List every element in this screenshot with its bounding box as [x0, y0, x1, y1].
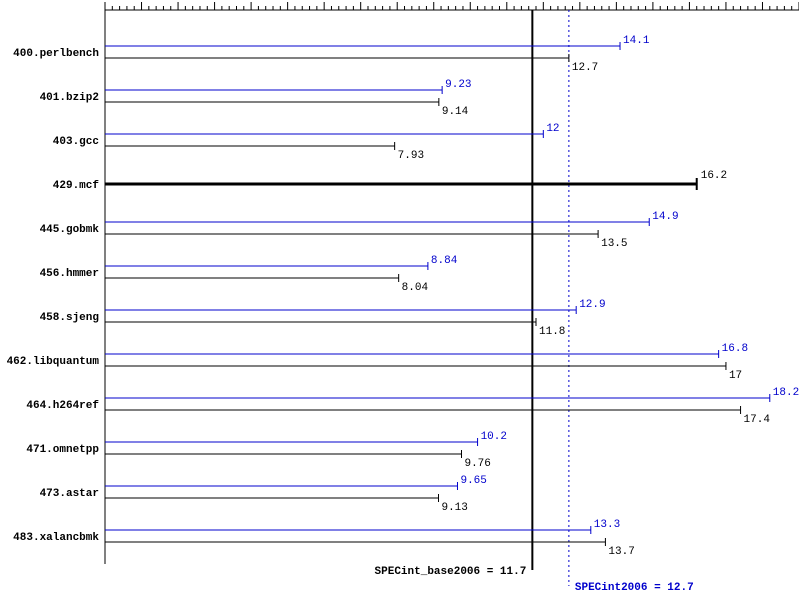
base-value: 11.8 [539, 326, 565, 338]
axis-tick-label: 19.0 [786, 0, 799, 4]
benchmark-label: 403.gcc [53, 136, 99, 148]
benchmark-label: 483.xalancbmk [13, 532, 99, 544]
base-value: 13.5 [601, 238, 627, 250]
base-value: 9.76 [464, 458, 490, 470]
benchmark-label: 456.hmmer [40, 268, 99, 280]
base-value: 8.04 [402, 282, 429, 294]
specint-peak-label: SPECint2006 = 12.7 [575, 582, 694, 594]
peak-value: 9.23 [445, 79, 471, 91]
axis-tick-label: 0 [102, 0, 109, 4]
axis-tick-label: 15.0 [640, 0, 666, 4]
specint-base-label: SPECint_base2006 = 11.7 [375, 566, 527, 578]
peak-value: 13.3 [594, 519, 620, 531]
axis-tick-label: 17.0 [713, 0, 739, 4]
base-value: 17.4 [744, 414, 771, 426]
bar-value: 16.2 [701, 170, 727, 182]
axis-tick-label: 16.0 [676, 0, 702, 4]
axis-tick-label: 11.0 [494, 0, 520, 4]
benchmark-label: 445.gobmk [40, 224, 100, 236]
axis-tick-label: 13.0 [567, 0, 593, 4]
axis-tick-label: 12.0 [530, 0, 556, 4]
axis-tick-label: 10.0 [457, 0, 483, 4]
axis-tick-label: 5.00 [274, 0, 300, 4]
benchmark-label: 458.sjeng [40, 312, 99, 324]
peak-value: 16.8 [722, 343, 748, 355]
benchmark-label: 462.libquantum [7, 356, 100, 368]
peak-value: 14.1 [623, 35, 650, 47]
benchmark-label: 401.bzip2 [40, 92, 99, 104]
peak-value: 8.84 [431, 255, 458, 267]
base-value: 13.7 [608, 546, 634, 558]
axis-tick-label: 3.00 [201, 0, 227, 4]
spec-chart: 0 1.00 2.00 3.00 4.00 5.00 6.00 7.00 8.00 9.00 10.… [0, 0, 799, 606]
axis-tick-label: 8.00 [384, 0, 410, 4]
base-value: 9.14 [442, 106, 469, 118]
axis-tick-label: 7.00 [347, 0, 373, 4]
axis-tick-label: 4.00 [238, 0, 264, 4]
peak-value: 10.2 [481, 431, 507, 443]
peak-value: 18.2 [773, 387, 799, 399]
benchmark-label: 464.h264ref [26, 400, 99, 412]
axis-tick-label: 1.00 [128, 0, 154, 4]
benchmark-label: 429.mcf [53, 180, 100, 192]
base-value: 17 [729, 370, 742, 382]
axis-tick-label: 6.00 [311, 0, 337, 4]
axis-tick-label: 14.0 [603, 0, 629, 4]
base-value: 9.13 [441, 502, 467, 514]
axis-tick-label: 9.00 [421, 0, 447, 4]
benchmark-label: 471.omnetpp [26, 444, 99, 456]
base-value: 12.7 [572, 62, 598, 74]
benchmark-label: 473.astar [40, 488, 99, 500]
benchmark-label: 400.perlbench [13, 48, 99, 60]
axis-tick-label: 2.00 [165, 0, 191, 4]
peak-value: 12 [546, 123, 559, 135]
peak-value: 12.9 [579, 299, 605, 311]
peak-value: 9.65 [460, 475, 486, 487]
base-value: 7.93 [398, 150, 424, 162]
peak-value: 14.9 [652, 211, 678, 223]
